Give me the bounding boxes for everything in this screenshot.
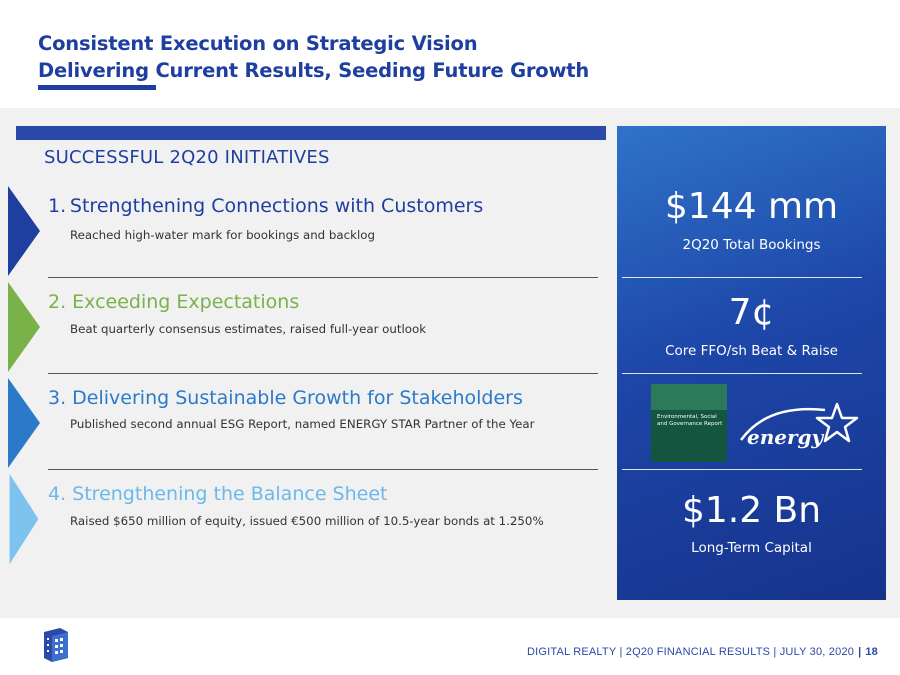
esg-report-photo [651,384,727,410]
title-underline [38,85,156,90]
chevron-3-icon [8,378,40,468]
footer-text: DIGITAL REALTY | 2Q20 FINANCIAL RESULTS … [527,646,878,658]
ffo-value: 7¢ [728,292,775,333]
panel-divider-1 [622,277,862,278]
ffo-label: Core FFO/sh Beat & Raise [665,343,838,359]
digital-realty-logo-icon [44,628,68,662]
bookings-label: 2Q20 Total Bookings [682,237,821,253]
panel-divider-2 [622,373,862,374]
esg-report-thumbnail: Environmental, Social and Governance Rep… [651,384,727,462]
chevron-4-icon [9,474,39,564]
stats-panel: $144 mm 2Q20 Total Bookings 7¢ Core FFO/… [617,126,886,600]
divider-2 [48,373,598,374]
initiative-4-title: 4. Strengthening the Balance Sheet [48,483,388,505]
footer [0,618,900,675]
capital-label: Long-Term Capital [691,540,812,556]
esg-report-title: Environmental, Social and Governance Rep… [657,414,723,427]
section-accent-bar [16,126,606,140]
initiative-2-desc: Beat quarterly consensus estimates, rais… [70,322,427,336]
initiative-3-title: 3. Delivering Sustainable Growth for Sta… [48,387,523,409]
energy-logo-wordmark: energy [747,425,825,449]
panel-divider-3 [622,469,862,470]
title-line-1: Consistent Execution on Strategic Vision [38,32,478,55]
capital-value: $1.2 Bn [681,490,822,531]
divider-1 [48,277,598,278]
footer-separator: | [858,646,862,658]
divider-3 [48,469,598,470]
title-line-2: Delivering Current Results, Seeding Futu… [38,59,590,82]
page-number: 18 [865,646,878,658]
bookings-value: $144 mm [664,186,839,227]
initiative-1-desc: Reached high-water mark for bookings and… [70,228,375,242]
initiative-2-title: 2. Exceeding Expectations [48,291,300,313]
slide-title: Consistent Execution on Strategic Vision… [38,30,589,84]
footer-caption: DIGITAL REALTY | 2Q20 FINANCIAL RESULTS … [527,646,855,658]
initiative-4-desc: Raised $650 million of equity, issued €5… [70,514,544,528]
chevron-2-icon [8,282,40,372]
initiatives-heading: SUCCESSFUL 2Q20 INITIATIVES [44,147,330,168]
chevron-1-icon [8,186,40,276]
energy-star-logo-icon: energy [739,402,859,449]
initiative-3-desc: Published second annual ESG Report, name… [70,417,535,431]
initiative-1-title: 1. Strengthening Connections with Custom… [48,195,484,217]
